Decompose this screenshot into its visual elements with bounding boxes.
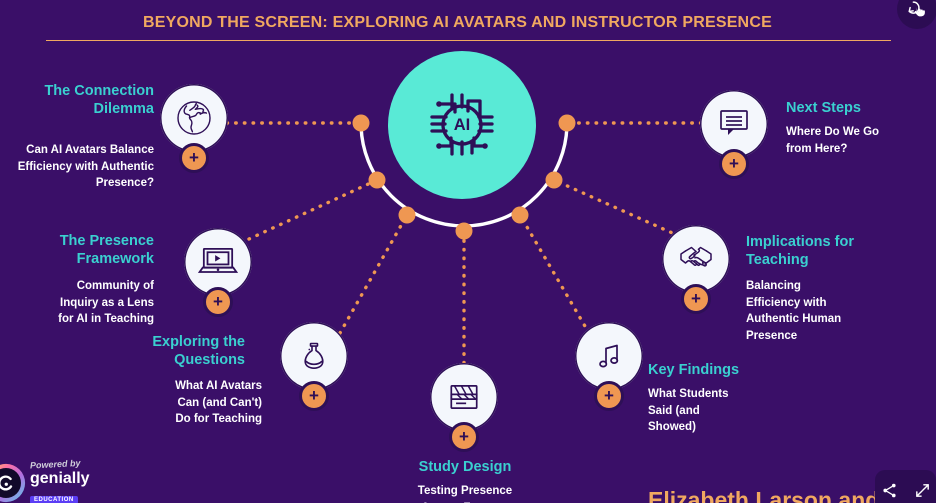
svg-text:AI: AI — [454, 116, 471, 134]
